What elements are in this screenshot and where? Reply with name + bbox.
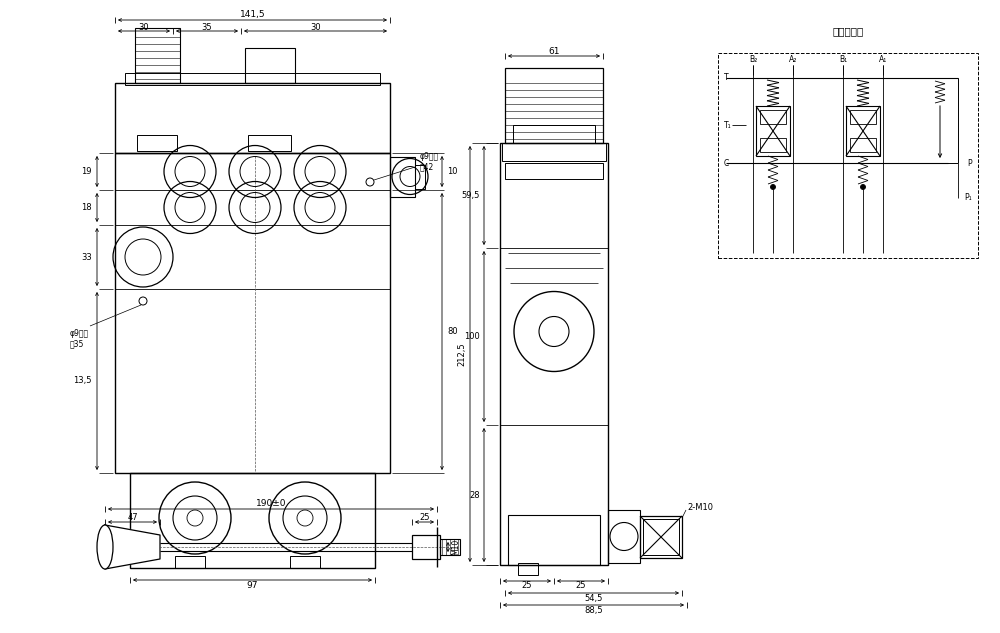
Bar: [640, 516, 682, 558]
Text: 88,5: 88,5: [584, 606, 603, 615]
Bar: [513, 125, 595, 143]
Text: 61: 61: [548, 46, 560, 56]
Circle shape: [860, 184, 866, 189]
Bar: [718, 53, 978, 258]
Text: 33: 33: [81, 253, 92, 261]
Bar: [505, 68, 603, 143]
Bar: [248, 135, 291, 151]
Text: 80: 80: [447, 327, 458, 336]
Text: A₁: A₁: [879, 54, 887, 63]
Text: 35: 35: [202, 23, 212, 32]
Bar: [135, 28, 180, 83]
Text: A₂: A₂: [789, 54, 797, 63]
Bar: [115, 83, 390, 153]
Text: P₁: P₁: [964, 194, 972, 203]
Bar: [518, 563, 538, 575]
Text: M10: M10: [451, 539, 460, 555]
Bar: [608, 510, 640, 563]
Text: 30: 30: [139, 23, 149, 32]
Text: 97: 97: [247, 580, 258, 589]
Text: 100: 100: [464, 332, 480, 341]
Bar: [125, 73, 380, 85]
Bar: [508, 515, 600, 565]
Text: 47: 47: [127, 513, 138, 522]
Text: 190±0: 190±0: [256, 499, 286, 508]
Bar: [415, 165, 425, 189]
Bar: [505, 163, 603, 179]
Bar: [175, 556, 205, 568]
Text: 141,5: 141,5: [240, 11, 265, 20]
Text: φ9通孔
高35: φ9通孔 高35: [70, 329, 89, 349]
Text: 10: 10: [447, 167, 458, 176]
Text: 19: 19: [82, 167, 92, 176]
Bar: [390, 156, 415, 196]
Text: 25: 25: [576, 582, 586, 591]
Text: 液压原理图: 液压原理图: [832, 26, 864, 36]
Text: φ9通孔
高42: φ9通孔 高42: [420, 153, 439, 172]
Bar: [412, 535, 440, 559]
Bar: [502, 143, 606, 161]
Text: 212,5: 212,5: [457, 342, 466, 366]
Ellipse shape: [97, 525, 113, 569]
Bar: [440, 539, 460, 555]
Bar: [643, 519, 679, 555]
Text: 13,5: 13,5: [74, 377, 92, 385]
Text: T₁: T₁: [724, 120, 732, 130]
Text: 18: 18: [81, 203, 92, 212]
Bar: [115, 153, 390, 473]
Text: 54,5: 54,5: [584, 594, 603, 603]
Bar: [500, 143, 608, 565]
Text: 2-M10: 2-M10: [687, 503, 713, 513]
Text: B₂: B₂: [749, 54, 757, 63]
Text: B₁: B₁: [839, 54, 847, 63]
Bar: [850, 110, 876, 124]
Text: 25: 25: [419, 513, 430, 522]
Bar: [130, 473, 375, 568]
Text: P: P: [967, 158, 972, 168]
Polygon shape: [105, 525, 160, 569]
Text: T: T: [724, 73, 729, 82]
Bar: [290, 556, 320, 568]
Text: 59,5: 59,5: [462, 191, 480, 200]
Bar: [756, 106, 790, 156]
Text: 30: 30: [310, 23, 321, 32]
Text: 25: 25: [522, 582, 532, 591]
Text: C: C: [724, 158, 729, 168]
Bar: [850, 138, 876, 152]
Circle shape: [770, 184, 776, 189]
Bar: [760, 138, 786, 152]
Bar: [760, 110, 786, 124]
Bar: [846, 106, 880, 156]
Text: 28: 28: [469, 491, 480, 499]
Bar: [137, 135, 177, 151]
Bar: [245, 48, 295, 83]
